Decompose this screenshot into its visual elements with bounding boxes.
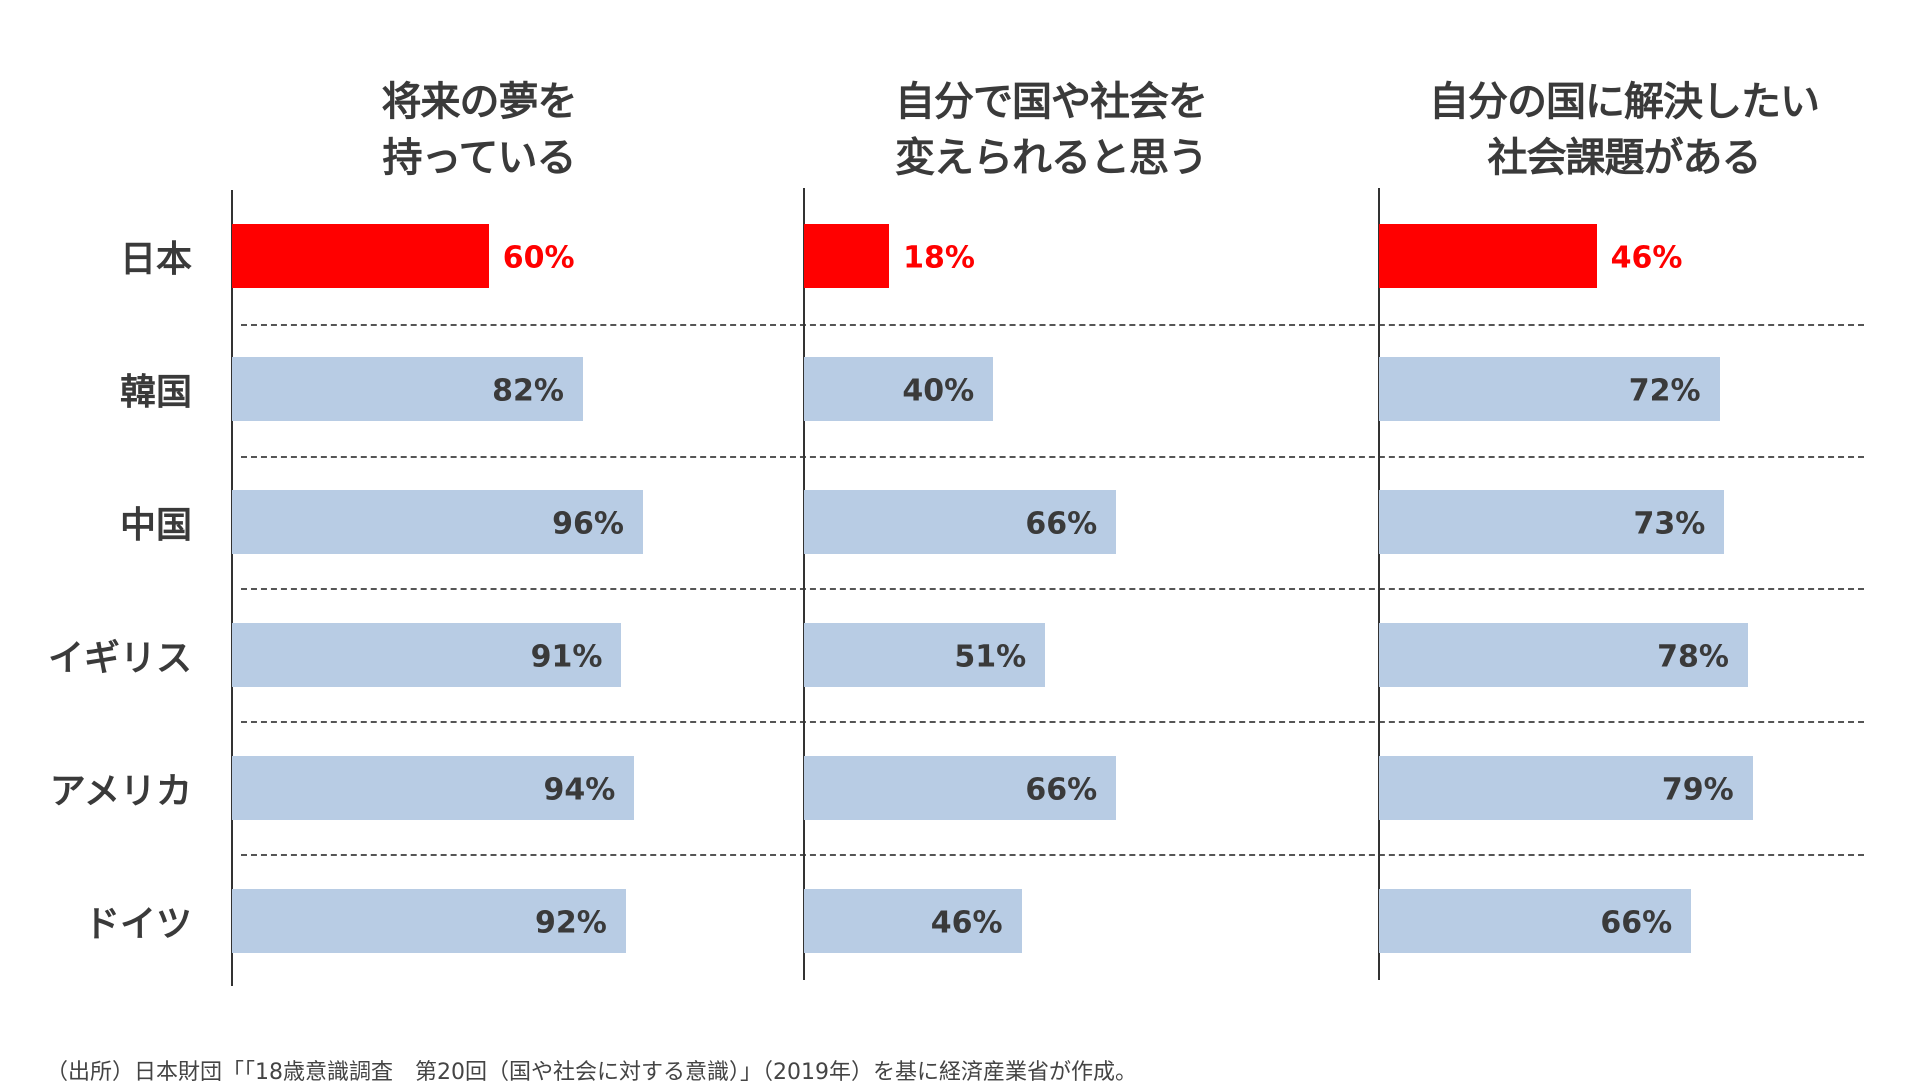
panel-title-line: 自分で国や社会を <box>895 79 1208 125</box>
panel-title-line: 自分の国に解決したい <box>1429 79 1820 125</box>
panel-title: 自分の国に解決したい 社会課題がある <box>1364 74 1884 186</box>
panel-title: 将来の夢を持っている <box>219 74 739 186</box>
data-label: 91% <box>530 639 603 675</box>
panel-title-line: 将来の夢を <box>381 79 578 125</box>
data-label: 46% <box>1610 240 1683 276</box>
bar <box>232 756 635 820</box>
bar <box>1379 623 1748 687</box>
data-label: 60% <box>502 240 575 276</box>
bar <box>804 756 1117 820</box>
bar <box>804 623 1046 687</box>
data-label: 96% <box>552 506 624 542</box>
gridline-dashed <box>241 588 1864 590</box>
bar <box>232 889 626 953</box>
source-note: （出所）日本財団「「18歳意識調査 第20回（国や社会に対する意識）」（2019… <box>46 1060 1137 1085</box>
bar <box>804 490 1117 554</box>
bar-highlight <box>1379 224 1597 288</box>
bar <box>1379 357 1720 421</box>
data-label: 79% <box>1661 772 1734 808</box>
data-label: 78% <box>1657 639 1729 675</box>
data-label: 18% <box>903 240 975 276</box>
gridline-dashed <box>241 721 1864 723</box>
bar <box>804 889 1022 953</box>
category-label: 韓国 <box>119 372 192 413</box>
data-label: 46% <box>930 905 1003 941</box>
data-label: 73% <box>1633 506 1706 542</box>
category-label: ドイツ <box>83 904 192 945</box>
data-label: 94% <box>543 772 616 808</box>
bar <box>1379 756 1753 820</box>
panel-axis <box>231 190 233 986</box>
bar <box>232 357 583 421</box>
data-label: 82% <box>492 373 564 409</box>
bar <box>232 623 622 687</box>
data-label: 72% <box>1628 373 1701 409</box>
panel-title-line: 変えられると思う <box>895 135 1208 181</box>
panel-axis <box>1378 188 1380 980</box>
bar <box>1379 490 1725 554</box>
data-label: 92% <box>534 905 607 941</box>
bar-highlight <box>804 224 890 288</box>
category-label: 日本 <box>119 239 192 280</box>
panel-title: 自分で国や社会を 変えられると思う <box>791 74 1311 186</box>
panel-title-line: 持っている <box>382 135 577 181</box>
category-label: イギリス <box>47 638 192 679</box>
gridline-dashed <box>241 324 1864 326</box>
gridline-dashed <box>241 854 1864 856</box>
data-label: 66% <box>1600 905 1673 941</box>
bar <box>1379 889 1692 953</box>
bar <box>804 357 994 421</box>
data-label: 51% <box>954 639 1027 675</box>
data-label: 66% <box>1025 772 1098 808</box>
category-label: 中国 <box>119 505 192 546</box>
data-label: 40% <box>902 373 975 409</box>
data-label: 66% <box>1025 506 1098 542</box>
bar-highlight <box>232 224 489 288</box>
category-label: アメリカ <box>49 771 192 812</box>
panel-title-line: 社会課題がある <box>1487 135 1762 181</box>
bar <box>232 490 643 554</box>
panel-axis <box>803 188 805 980</box>
gridline-dashed <box>241 456 1864 458</box>
